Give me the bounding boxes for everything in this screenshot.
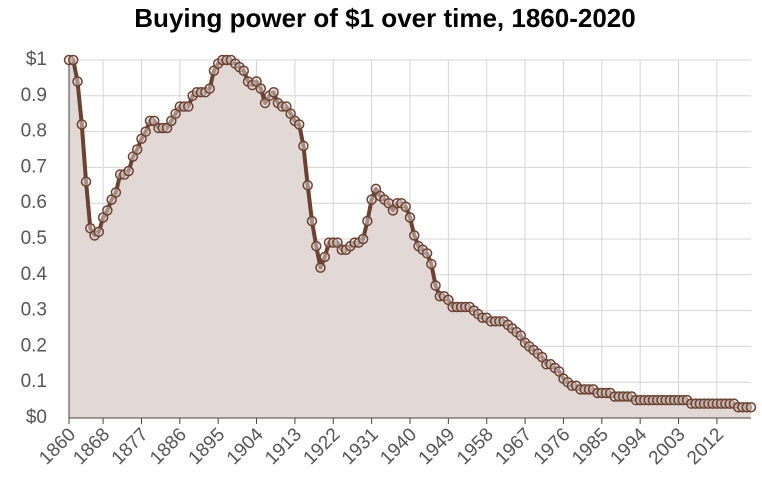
point	[357, 233, 369, 245]
point	[140, 126, 151, 137]
point	[302, 180, 313, 191]
point	[183, 101, 194, 112]
point	[123, 165, 134, 177]
x-tick-label: 1895	[185, 424, 230, 469]
y-tick-label: 0.4	[21, 264, 48, 285]
y-tick-label: 0.7	[21, 156, 47, 177]
x-tick-label: 2012	[683, 424, 728, 469]
area	[69, 60, 751, 418]
point	[76, 119, 88, 130]
point	[745, 402, 757, 413]
point	[68, 54, 79, 66]
point	[110, 187, 122, 198]
x-tick-label: 1940	[376, 424, 421, 469]
x-tick-label: 1877	[108, 424, 153, 469]
x-tick-label: 1985	[568, 424, 613, 469]
point	[319, 251, 330, 263]
point	[80, 176, 92, 187]
y-tick-label: $0	[26, 407, 47, 428]
y-tick-label: 0.5	[21, 228, 47, 249]
point	[93, 226, 105, 238]
x-tick-label: 1958	[453, 424, 498, 469]
x-tick-label: 1913	[261, 424, 306, 469]
x-tick-label: 1860	[35, 424, 80, 469]
x-tick-label: 1967	[491, 424, 536, 469]
y-tick-label: 0.8	[21, 121, 47, 142]
x-tick-label: 1904	[223, 424, 268, 469]
x-tick-label: 1931	[338, 424, 383, 469]
x-tick-label: 1922	[300, 424, 345, 469]
point	[400, 201, 411, 213]
point	[362, 215, 373, 227]
point	[255, 83, 267, 94]
point	[315, 262, 326, 273]
x-tick-label: 1949	[415, 424, 460, 469]
point	[404, 212, 416, 223]
x-tick-label: 1976	[530, 424, 575, 469]
y-tick-label: 0.1	[21, 371, 47, 392]
point	[293, 119, 305, 130]
y-tick-label: $1	[26, 49, 47, 70]
point	[131, 144, 143, 155]
y-tick-label: 0.2	[21, 335, 47, 356]
y-tick-label: 0.6	[21, 192, 47, 213]
chart-title: Buying power of $1 over time, 1860-2020	[134, 3, 635, 33]
y-tick-label: 0.3	[21, 300, 47, 321]
point	[298, 140, 309, 152]
x-tick-label: 1994	[607, 424, 652, 469]
point	[430, 280, 441, 291]
point	[268, 86, 279, 98]
point	[366, 194, 377, 205]
point	[102, 205, 113, 216]
x-tick-label: 2003	[645, 424, 690, 469]
point	[421, 248, 433, 259]
x-tick-label: 1886	[146, 424, 191, 469]
point	[426, 258, 437, 270]
x-tick-label: 1868	[69, 424, 114, 469]
point	[238, 65, 250, 76]
point	[409, 230, 420, 241]
point	[306, 215, 318, 227]
y-tick-label: 0.9	[21, 85, 47, 106]
point	[72, 76, 83, 87]
point	[204, 83, 215, 94]
point	[310, 240, 322, 252]
